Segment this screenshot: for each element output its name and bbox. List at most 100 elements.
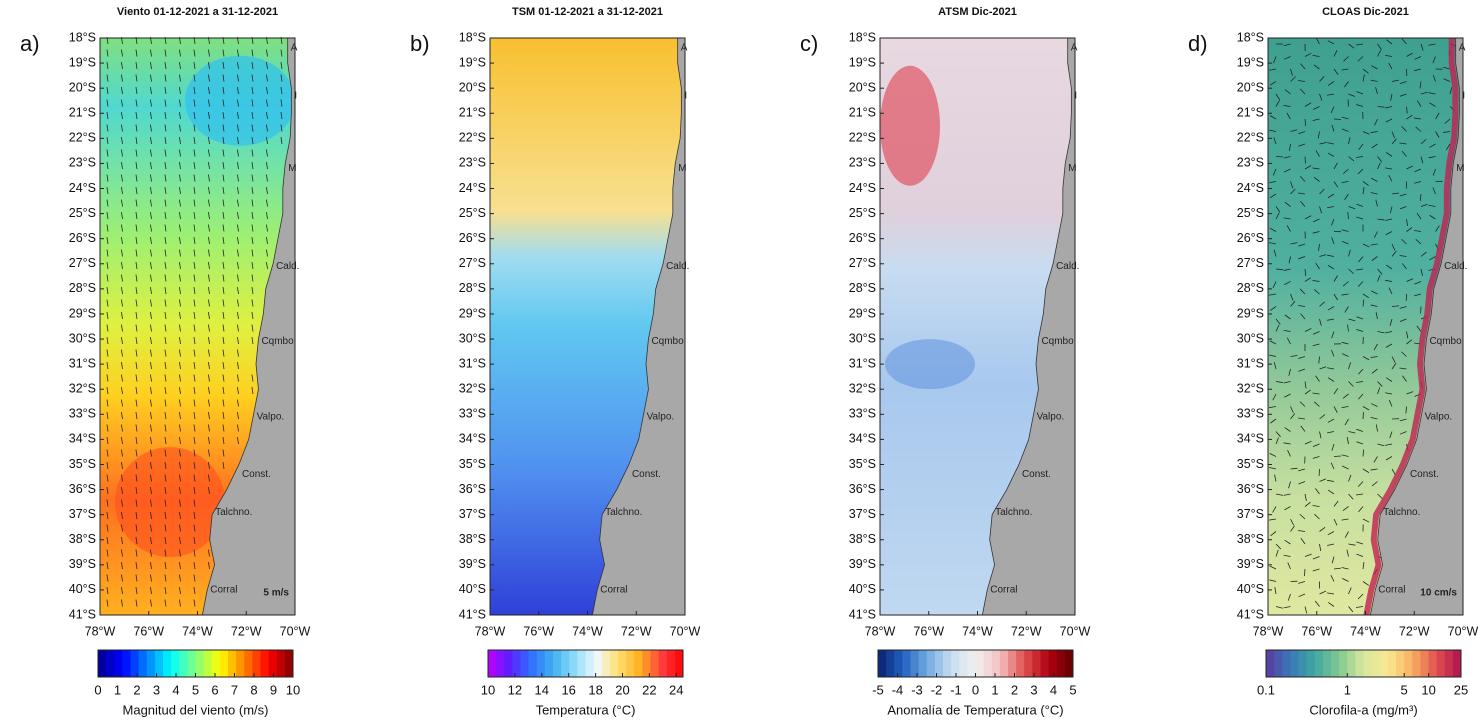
- vector: [150, 362, 152, 370]
- vector: [1371, 143, 1378, 149]
- vector: [135, 549, 138, 557]
- vector: [164, 187, 167, 195]
- vector: [266, 62, 268, 70]
- vector: [251, 324, 254, 332]
- colorbar-segment: [138, 650, 148, 677]
- vector: [1269, 181, 1277, 184]
- vector: [251, 312, 254, 320]
- vector: [251, 249, 254, 257]
- vector: [1385, 218, 1393, 221]
- vector: [1290, 129, 1298, 132]
- colorbar-segment: [276, 650, 286, 677]
- vector: [237, 112, 239, 120]
- vector: [1341, 181, 1349, 183]
- vector: [1299, 513, 1306, 520]
- lat-label: 41°S: [459, 607, 486, 621]
- vector: [1414, 181, 1422, 184]
- vector: [106, 149, 109, 157]
- vector: [121, 149, 123, 157]
- vector: [121, 449, 123, 457]
- colorbar-segment: [983, 650, 993, 677]
- vector: [1341, 116, 1349, 120]
- vector: [106, 174, 109, 182]
- vector: [1429, 256, 1436, 261]
- vector: [237, 374, 239, 382]
- vector: [1370, 192, 1378, 195]
- vector: [1318, 243, 1320, 251]
- vector: [121, 287, 123, 295]
- lat-label: 27°S: [849, 256, 876, 270]
- colorbar-tick-label: 6: [211, 682, 218, 697]
- vector: [1370, 403, 1378, 407]
- vector: [1343, 168, 1349, 174]
- vector: [237, 74, 239, 82]
- vector: [1371, 177, 1378, 182]
- vector: [1288, 368, 1291, 376]
- vector: [150, 424, 152, 432]
- colorbar-segment: [1404, 650, 1413, 677]
- vector: [1304, 268, 1307, 277]
- vector: [237, 137, 239, 145]
- vector: [237, 87, 239, 95]
- vector: [121, 237, 123, 245]
- lat-label: 39°S: [69, 557, 96, 571]
- colorbar-segment: [154, 650, 164, 677]
- vector: [193, 262, 196, 270]
- vector: [193, 212, 196, 220]
- vector: [150, 212, 152, 220]
- colorbar-tick-label: 2: [133, 682, 140, 697]
- vector: [1327, 531, 1335, 536]
- vector: [164, 324, 167, 332]
- vector: [1312, 568, 1320, 572]
- vector: [1284, 201, 1291, 207]
- colorbar-segment: [544, 650, 554, 677]
- vector: [251, 337, 254, 345]
- vector: [106, 587, 109, 595]
- vector: [150, 474, 152, 482]
- vector: [1399, 93, 1407, 97]
- colorbar-segment: [228, 650, 237, 677]
- vector: [1269, 453, 1277, 457]
- lat-label: 29°S: [849, 306, 876, 320]
- lat-label: 21°S: [1237, 106, 1264, 120]
- vector: [164, 287, 167, 295]
- vector: [1319, 543, 1322, 551]
- lat-label: 19°S: [459, 55, 486, 69]
- vector: [237, 399, 239, 407]
- vector: [135, 174, 138, 182]
- vector: [1270, 306, 1277, 311]
- vector: [150, 374, 152, 382]
- vector: [1284, 506, 1291, 511]
- vector: [1341, 293, 1349, 296]
- vector: [135, 599, 138, 607]
- vector: [1327, 592, 1335, 595]
- vector: [164, 112, 167, 120]
- lat-label: 25°S: [849, 206, 876, 220]
- vector: [222, 74, 225, 82]
- vector: [1327, 40, 1335, 45]
- vector: [121, 424, 123, 432]
- panel-title: Viento 01-12-2021 a 31-12-2021: [117, 6, 278, 18]
- vector: [1356, 328, 1364, 332]
- vector: [106, 112, 109, 120]
- vector: [150, 62, 152, 70]
- vector: [1304, 215, 1312, 220]
- vector: [1362, 581, 1370, 586]
- vector: [121, 87, 123, 95]
- vector: [135, 99, 138, 107]
- vector: [1269, 579, 1277, 582]
- vector: [1275, 431, 1281, 438]
- vector: [150, 274, 152, 282]
- vector: [135, 324, 138, 332]
- colorbar-segment: [98, 650, 107, 677]
- vector: [1312, 505, 1320, 507]
- vector: [1344, 306, 1349, 313]
- vector: [106, 199, 109, 207]
- colorbar-segment: [520, 650, 530, 677]
- vector: [237, 424, 239, 432]
- vector: [135, 424, 138, 432]
- vector: [121, 112, 123, 120]
- vector: [1370, 243, 1378, 246]
- vector: [1428, 156, 1436, 159]
- vector: [135, 124, 138, 132]
